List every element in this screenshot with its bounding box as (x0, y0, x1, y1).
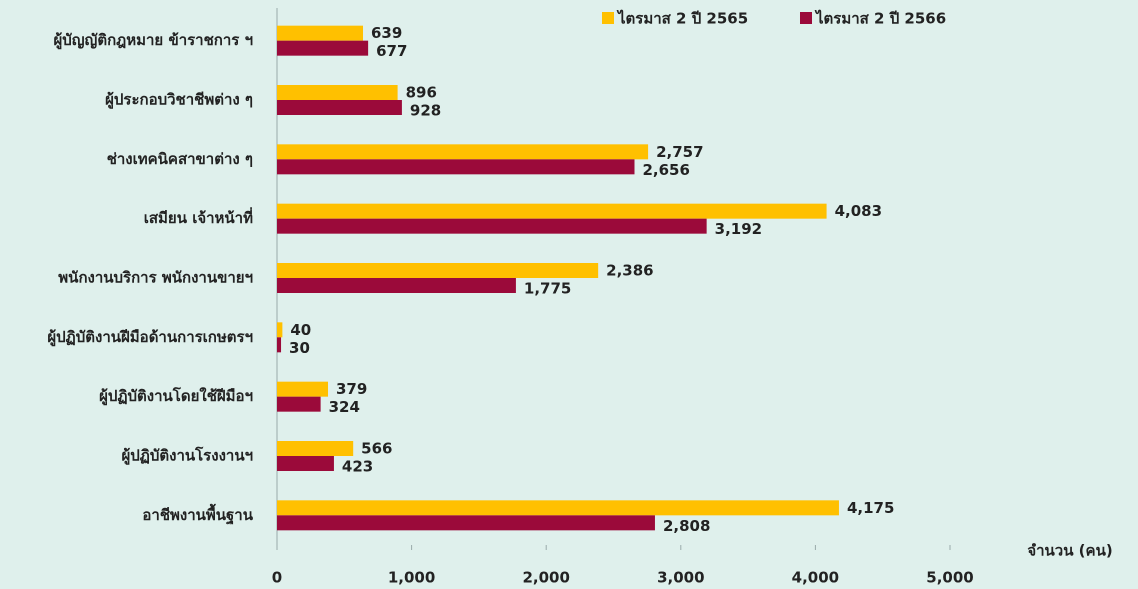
bar (277, 322, 283, 338)
bar (277, 85, 398, 100)
x-tick-label: 5,000 (926, 569, 973, 587)
y-tick-label: พนักงานบริการ พนักงานขายฯ (58, 269, 253, 287)
x-tick-label: 3,000 (657, 569, 704, 587)
bar (277, 40, 369, 56)
data-label: 2,386 (606, 262, 653, 280)
bar (277, 441, 354, 456)
data-label: 40 (290, 321, 311, 339)
legend-swatch (602, 12, 614, 24)
x-tick-label: 0 (272, 569, 282, 587)
y-tick-label: ผู้ประกอบวิชาชีพต่าง ๆ (105, 91, 253, 110)
y-tick-label: ช่างเทคนิคสาขาต่าง ๆ (107, 150, 253, 168)
data-label: 2,808 (663, 517, 710, 535)
data-label: 677 (376, 42, 407, 60)
bar (277, 159, 635, 175)
bar (277, 144, 649, 160)
y-tick-label: ผู้ปฏิบัติงานโดยใช้ฝีมือฯ (99, 386, 253, 406)
bar (277, 278, 516, 293)
data-label: 324 (329, 398, 360, 416)
bar (277, 456, 334, 471)
bar (277, 396, 321, 412)
y-tick-label: เสมียน เจ้าหน้าที่ (144, 207, 253, 227)
data-label: 928 (410, 102, 441, 120)
data-label: 3,192 (715, 220, 762, 238)
bar (277, 263, 599, 278)
bar (277, 337, 282, 353)
bar (277, 25, 364, 41)
x-tick-label: 4,000 (792, 569, 839, 587)
x-tick-label: 1,000 (388, 569, 435, 587)
data-label: 379 (336, 380, 367, 398)
data-label: 423 (342, 458, 373, 476)
x-axis-label: จำนวน (คน) (1027, 542, 1112, 560)
data-label: 2,757 (656, 143, 703, 161)
data-label: 4,083 (835, 202, 882, 220)
legend-label: ไตรมาส 2 ปี 2566 (814, 9, 946, 28)
data-label: 2,656 (642, 161, 689, 179)
data-label: 1,775 (524, 280, 571, 298)
data-label: 896 (406, 84, 437, 102)
data-label: 4,175 (847, 499, 894, 517)
bar (277, 515, 655, 531)
data-label: 30 (289, 339, 310, 357)
bar (277, 218, 707, 234)
y-tick-label: ผู้บัญญัติกฎหมาย ข้าราชการ ฯ (53, 31, 253, 50)
bar (277, 100, 402, 115)
bar (277, 500, 839, 516)
bar (277, 381, 329, 397)
data-label: 639 (371, 24, 402, 42)
legend-label: ไตรมาส 2 ปี 2565 (616, 9, 748, 28)
y-tick-label: อาชีพงานพื้นฐาน (142, 503, 253, 525)
bar (277, 203, 827, 219)
legend-swatch (800, 12, 812, 24)
y-tick-label: ผู้ปฏิบัติงานโรงงานฯ (121, 446, 253, 466)
y-tick-label: ผู้ปฏิบัติงานฝีมือด้านการเกษตรฯ (47, 328, 253, 347)
x-tick-label: 2,000 (522, 569, 569, 587)
data-label: 566 (361, 440, 392, 458)
